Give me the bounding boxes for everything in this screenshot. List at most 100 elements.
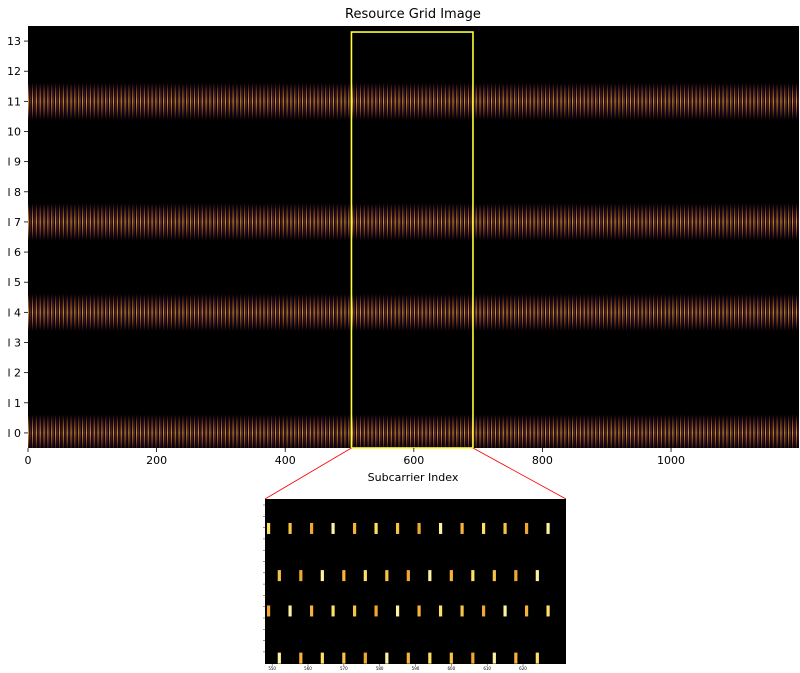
pilot-stripe (747, 203, 749, 241)
pilot-stripe (325, 82, 327, 121)
pilot-stripe (350, 293, 352, 332)
pilot-stripe (529, 414, 531, 448)
pilot-stripe (170, 414, 172, 448)
pilot-stripe (708, 293, 710, 332)
pilot-stripe (228, 203, 230, 241)
pilot-stripe (764, 414, 767, 448)
pilot-stripe (531, 203, 533, 241)
pilot-stripe (348, 414, 350, 448)
pilot-stripe (325, 203, 327, 241)
pilot-stripe (562, 203, 564, 241)
pilot-stripe (107, 414, 108, 448)
pilot-stripe (622, 82, 624, 121)
pilot-stripe (525, 293, 527, 332)
pilot-stripe (614, 203, 616, 241)
pilot-stripe (448, 203, 450, 241)
pilot-stripe (188, 82, 190, 121)
pilot-stripe (332, 203, 334, 241)
pilot-stripe (442, 82, 444, 121)
pilot-stripe (436, 82, 439, 121)
pilot-stripe (55, 414, 57, 448)
pilot-stripe (529, 203, 531, 241)
pilot-stripe (737, 82, 740, 121)
pilot-stripe (618, 414, 620, 448)
pilot-stripe (313, 203, 315, 241)
pilot-stripe (558, 82, 560, 121)
pilot-stripe (656, 82, 659, 121)
inset-pilot-marks (266, 522, 550, 664)
pilot-stripe (261, 203, 263, 241)
pilot-stripe (573, 82, 575, 121)
pilot-stripe (627, 414, 629, 448)
pilot-stripe (780, 293, 782, 332)
pilot-stripe (215, 82, 217, 121)
pilot-stripe (703, 82, 705, 121)
pilot-stripe (672, 82, 674, 121)
inset-pilot (535, 570, 539, 582)
pilot-stripe (134, 414, 135, 448)
pilot-stripe (172, 203, 174, 241)
pilot-stripe (363, 414, 365, 448)
pilot-stripe (211, 82, 213, 121)
pilot-stripe (402, 414, 404, 448)
pilot-stripe (469, 203, 471, 241)
pilot-stripe (485, 293, 487, 332)
pilot-stripe (365, 82, 367, 121)
pilot-stripe (315, 414, 317, 448)
pilot-stripe (327, 203, 328, 241)
pilot-stripe (770, 82, 772, 121)
pilot-stripe (211, 293, 213, 332)
pilot-stripe (664, 82, 666, 121)
pilot-stripe (396, 203, 398, 241)
pilot-stripe (516, 82, 517, 121)
pilot-stripe (116, 414, 118, 448)
pilot-stripe (494, 414, 497, 448)
pilot-stripe (724, 82, 726, 121)
pilot-stripe (680, 82, 682, 121)
pilot-stripe (454, 414, 456, 448)
pilot-stripe (577, 203, 579, 241)
pilot-stripe (460, 293, 462, 332)
pilot-stripe (354, 82, 355, 121)
pilot-stripe (639, 203, 641, 241)
pilot-stripe (712, 414, 714, 448)
pilot-stripe (438, 203, 440, 241)
pilot-stripe (286, 414, 288, 448)
pilot-stripe (259, 203, 261, 241)
pilot-stripe (112, 414, 115, 448)
pilot-stripe (502, 293, 504, 332)
pilot-stripe (404, 293, 406, 332)
y-tick-label: l 3 (7, 337, 21, 350)
pilot-stripe (136, 203, 138, 241)
pilot-stripe (703, 203, 705, 241)
pilot-stripe (62, 203, 64, 241)
pilot-stripe (612, 82, 614, 121)
pilot-stripe (267, 293, 269, 332)
pilot-stripe (444, 82, 446, 121)
pilot-stripe (429, 203, 431, 241)
pilot-stripe (199, 82, 201, 121)
pilot-stripe (244, 293, 246, 332)
pilot-stripe (602, 293, 605, 332)
pilot-stripe (485, 414, 487, 448)
pilot-stripe (433, 414, 435, 448)
pilot-stripe (537, 293, 539, 332)
pilot-stripe (786, 203, 788, 241)
pilot-stripe (732, 203, 734, 241)
pilot-stripe (130, 293, 132, 332)
pilot-stripe (460, 414, 462, 448)
pilot-stripe (784, 203, 786, 241)
pilot-stripe (342, 293, 344, 332)
pilot-stripe (743, 203, 745, 241)
pilot-stripe (163, 203, 165, 241)
pilot-stripe (60, 414, 62, 448)
pilot-stripe (68, 293, 70, 332)
pilot-stripe (510, 293, 512, 332)
pilot-stripe (409, 293, 412, 332)
pilot-stripe (626, 414, 628, 448)
pilot-stripe (253, 414, 255, 448)
pilot-stripe (311, 293, 313, 332)
inset-pilot (374, 605, 378, 617)
pilot-stripe (392, 293, 394, 332)
pilot-stripe (153, 293, 155, 332)
